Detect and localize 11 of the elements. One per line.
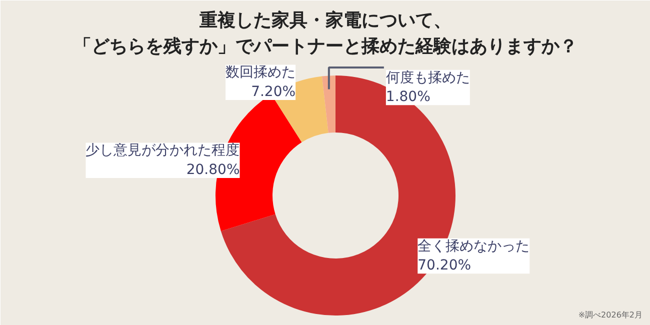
text: ※調べ2026年2月 <box>578 310 643 320</box>
slice-label: 数回揉めた <box>226 64 296 81</box>
chart-subtitle: 「どちらを残すか」でパートナーと揉めた経験はありますか？ <box>74 36 578 57</box>
data-label: 7.20% <box>251 84 296 100</box>
data-label: 1.80% <box>386 89 430 106</box>
chart-title: 重複した家具・家電について、 <box>198 10 452 31</box>
data-label: 70.20% <box>418 258 472 274</box>
slice-label: 何度も揉めた <box>386 70 470 86</box>
slice-label: 少し意見が分かれた程度 <box>86 142 240 159</box>
data-label: 20.80% <box>186 162 240 178</box>
slice-label: 全く揉めなかった <box>418 238 530 254</box>
